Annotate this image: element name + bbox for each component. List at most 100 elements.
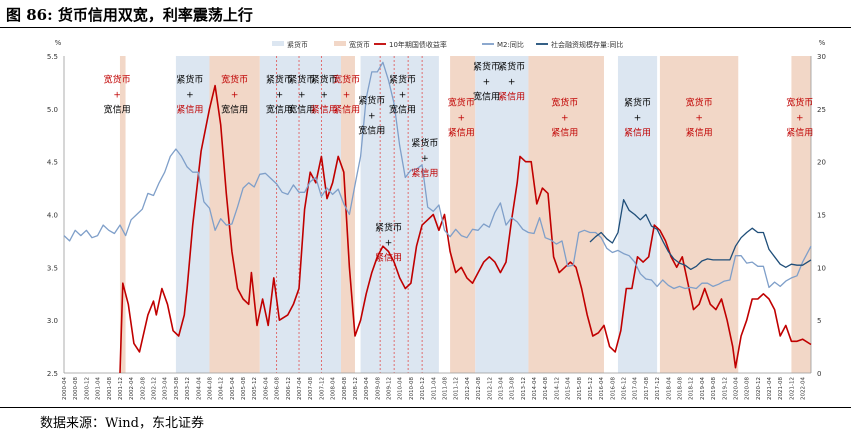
x-tick-label-20: 2006-12 bbox=[286, 377, 292, 400]
annotation-2-line-1: + bbox=[231, 90, 239, 100]
x-tick-label-18: 2006-04 bbox=[263, 377, 269, 400]
annotation-14-line-1: + bbox=[634, 114, 642, 124]
annotation-13-line-1: + bbox=[561, 114, 569, 124]
x-tick-label-39: 2013-04 bbox=[498, 377, 504, 400]
left-tick-label-4: 4.5 bbox=[47, 159, 58, 167]
x-tick-label-21: 2007-04 bbox=[297, 377, 303, 400]
annotation-8-line-1: + bbox=[399, 90, 407, 100]
annotation-11-line-1: + bbox=[483, 78, 491, 88]
annotation-9-line-0: 紧货币 bbox=[411, 137, 438, 149]
regime-band-11 bbox=[791, 56, 811, 373]
annotation-12-line-2: 紧信用 bbox=[498, 91, 525, 103]
x-tick-label-49: 2016-08 bbox=[610, 377, 616, 400]
axes: 2.5 3.0 3.5 4.0 4.5 5.0 5.5% 0 5 10 15 20 25 30% 2000-… bbox=[47, 39, 826, 400]
annotation-3-line-1: + bbox=[276, 90, 284, 100]
legend-label-1: 宽货币 bbox=[349, 40, 370, 49]
x-tick-label-30: 2010-04 bbox=[398, 377, 404, 400]
annotation-9: 紧货币 + 紧信用 bbox=[411, 137, 438, 179]
legend-label-0: 紧货币 bbox=[287, 40, 308, 49]
annotation-7-line-2: 宽信用 bbox=[358, 125, 385, 137]
x-tick-label-62: 2020-12 bbox=[756, 377, 762, 400]
annotation-14-line-0: 紧货币 bbox=[624, 97, 651, 109]
legend-swatch-1 bbox=[334, 41, 346, 46]
regime-band-1 bbox=[175, 56, 210, 373]
annotation-14-line-2: 紧信用 bbox=[624, 127, 651, 139]
source-rule bbox=[0, 407, 851, 408]
annotation-6-line-0: 宽货币 bbox=[333, 73, 360, 85]
x-tick-label-51: 2017-04 bbox=[633, 377, 639, 400]
x-tick-label-19: 2006-08 bbox=[275, 377, 281, 400]
x-tick-label-31: 2010-08 bbox=[409, 377, 415, 400]
x-tick-label-9: 2003-04 bbox=[163, 377, 169, 400]
left-tick-label-1: 3.0 bbox=[47, 317, 58, 325]
figure-source: 数据来源：Wind，东北证券 bbox=[40, 416, 204, 431]
legend: 紧货币 宽货币 10年期国债收益率 M2:同比 社会融资规模存量:同比 bbox=[272, 40, 623, 49]
x-tick-label-33: 2011-04 bbox=[431, 377, 437, 400]
annotation-9-line-2: 紧信用 bbox=[411, 167, 438, 179]
legend-entry-2: 10年期国债收益率 bbox=[374, 40, 447, 49]
x-tick-label-56: 2018-12 bbox=[689, 377, 695, 400]
chart: 2.5 3.0 3.5 4.0 4.5 5.0 5.5% 0 5 10 15 20 25 30% 2000-… bbox=[47, 39, 826, 400]
annotation-12-line-1: + bbox=[508, 78, 516, 88]
series-line-2 bbox=[589, 199, 812, 271]
x-tick-label-37: 2012-08 bbox=[476, 377, 482, 400]
annotation-4-line-0: 紧货币 bbox=[288, 73, 315, 85]
x-tick-label-52: 2017-08 bbox=[644, 377, 650, 400]
right-tick-label-2: 10 bbox=[817, 264, 826, 272]
annotation-12-line-0: 紧货币 bbox=[498, 61, 525, 73]
annotation-4-line-2: 宽信用 bbox=[288, 103, 315, 115]
annotation-13-line-2: 紧信用 bbox=[551, 127, 578, 139]
right-tick-label-3: 15 bbox=[817, 212, 826, 220]
annotation-8-line-2: 宽信用 bbox=[389, 103, 416, 115]
x-tick-label-15: 2005-04 bbox=[230, 377, 236, 400]
annotation-10-line-1: + bbox=[458, 114, 466, 124]
annotation-6: 宽货币 + 紧信用 bbox=[333, 73, 360, 115]
regime-bands bbox=[119, 56, 811, 373]
annotation-11-line-2: 宽信用 bbox=[473, 91, 500, 103]
x-tick-label-3: 2001-04 bbox=[96, 377, 102, 400]
annotation-11: 紧货币 + 宽信用 bbox=[473, 61, 500, 103]
annotation-9-line-1: + bbox=[421, 154, 429, 164]
annotation-5-line-2: 紧信用 bbox=[311, 103, 338, 115]
regime-band-0 bbox=[119, 56, 126, 373]
x-tick-label-54: 2018-04 bbox=[666, 377, 672, 400]
annotation-17-line-1: + bbox=[385, 238, 393, 248]
annotation-6-line-1: + bbox=[343, 90, 351, 100]
annotation-14: 紧货币 + 紧信用 bbox=[624, 97, 651, 139]
x-tick-label-34: 2011-08 bbox=[442, 377, 448, 400]
annotation-10-line-2: 紧信用 bbox=[448, 127, 475, 139]
annotation-4: 紧货币 + 宽信用 bbox=[288, 73, 315, 115]
annotation-7-line-0: 紧货币 bbox=[358, 95, 385, 107]
x-tick-label-6: 2002-04 bbox=[129, 377, 135, 400]
annotation-10: 宽货币 + 紧信用 bbox=[448, 97, 475, 139]
left-axis-unit: % bbox=[55, 39, 62, 47]
x-tick-label-32: 2010-12 bbox=[420, 377, 426, 400]
x-tick-label-27: 2009-04 bbox=[364, 377, 370, 400]
regime-band-6 bbox=[450, 56, 476, 373]
x-tick-label-50: 2016-12 bbox=[622, 377, 628, 400]
annotation-3-line-2: 宽信用 bbox=[266, 103, 293, 115]
regime-dividers bbox=[276, 56, 423, 373]
annotation-5: 紧货币 + 紧信用 bbox=[311, 73, 338, 115]
x-tick-label-46: 2015-08 bbox=[577, 377, 583, 400]
left-tick-label-3: 4.0 bbox=[47, 212, 58, 220]
legend-label-2: 10年期国债收益率 bbox=[389, 40, 447, 49]
x-tick-label-5: 2001-12 bbox=[118, 377, 124, 400]
left-tick-label-6: 5.5 bbox=[47, 53, 58, 61]
series-line-1 bbox=[63, 61, 812, 290]
legend-entry-4: 社会融资规模存量:同比 bbox=[536, 40, 623, 49]
regime-band-8 bbox=[528, 56, 604, 373]
left-tick-label-0: 2.5 bbox=[47, 370, 58, 378]
left-tick-label-5: 5.0 bbox=[47, 106, 58, 114]
x-tick-label-43: 2014-08 bbox=[543, 377, 549, 400]
x-tick-label-8: 2002-12 bbox=[152, 377, 158, 400]
regime-band-5 bbox=[360, 56, 439, 373]
x-tick-label-22: 2007-08 bbox=[308, 377, 314, 400]
x-tick-label-1: 2000-08 bbox=[73, 377, 79, 400]
x-tick-label-42: 2014-04 bbox=[532, 377, 538, 400]
x-tick-label-0: 2000-04 bbox=[62, 377, 68, 400]
annotation-10-line-0: 宽货币 bbox=[448, 97, 475, 109]
annotations: 宽货币+宽信用紧货币+紧信用宽货币+宽信用紧货币+宽信用紧货币+宽信用紧货币+紧… bbox=[104, 61, 814, 264]
annotation-5-line-1: + bbox=[320, 90, 328, 100]
right-tick-label-5: 25 bbox=[817, 106, 826, 114]
